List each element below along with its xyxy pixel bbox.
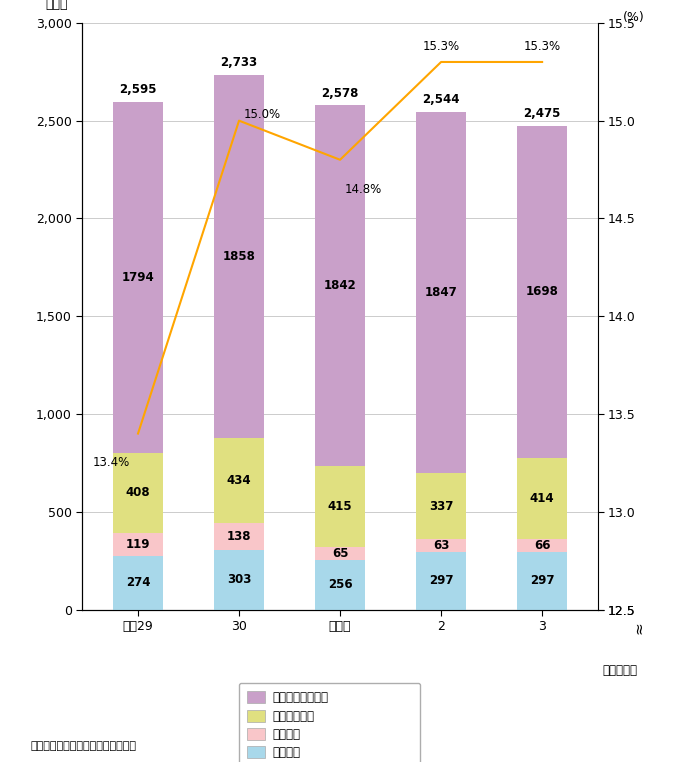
Text: 297: 297 bbox=[429, 574, 453, 587]
Bar bbox=[517, 552, 567, 610]
Bar bbox=[315, 559, 365, 610]
Bar bbox=[517, 126, 567, 458]
Bar bbox=[517, 539, 567, 552]
Bar bbox=[315, 105, 365, 466]
Text: 1847: 1847 bbox=[425, 287, 458, 299]
Bar bbox=[416, 552, 466, 610]
Text: 66: 66 bbox=[534, 539, 550, 552]
Text: 414: 414 bbox=[530, 491, 554, 504]
Bar bbox=[113, 556, 164, 610]
Text: 注　法務省・矯正統計年報による。: 注 法務省・矯正統計年報による。 bbox=[31, 741, 137, 751]
Text: 13.4%: 13.4% bbox=[93, 456, 130, 469]
Bar bbox=[113, 533, 164, 556]
Text: 1858: 1858 bbox=[223, 250, 256, 264]
Text: 274: 274 bbox=[126, 576, 150, 589]
Text: 15.3%: 15.3% bbox=[423, 40, 460, 53]
Text: 119: 119 bbox=[126, 538, 150, 551]
Bar bbox=[416, 539, 466, 552]
Text: 138: 138 bbox=[227, 530, 251, 543]
Bar bbox=[416, 112, 466, 473]
Text: 1698: 1698 bbox=[526, 285, 559, 298]
Text: 65: 65 bbox=[332, 546, 348, 559]
Bar bbox=[214, 438, 264, 523]
Y-axis label: （人）: （人） bbox=[45, 0, 68, 11]
Y-axis label: (%): (%) bbox=[623, 11, 644, 24]
Text: 63: 63 bbox=[433, 539, 449, 552]
Text: 1842: 1842 bbox=[324, 279, 357, 292]
Bar bbox=[517, 458, 567, 539]
Bar bbox=[315, 466, 365, 547]
Text: 2,578: 2,578 bbox=[322, 87, 359, 100]
Text: 2,475: 2,475 bbox=[523, 107, 561, 120]
Text: 2,595: 2,595 bbox=[120, 83, 157, 96]
Text: 15.3%: 15.3% bbox=[523, 40, 561, 53]
Text: 297: 297 bbox=[530, 574, 554, 587]
Bar bbox=[214, 550, 264, 610]
Text: 14.8%: 14.8% bbox=[345, 183, 383, 196]
Legend: その他の精神障害, 神経症性障害, 人格障害, 知的障害, 新受刑者のうち精神障害を有するものの割合: その他の精神障害, 神経症性障害, 人格障害, 知的障害, 新受刑者のうち精神障… bbox=[239, 683, 420, 762]
Text: 256: 256 bbox=[328, 578, 352, 591]
Text: 2,544: 2,544 bbox=[423, 93, 460, 106]
Bar bbox=[214, 523, 264, 550]
Text: 15.0%: 15.0% bbox=[244, 108, 281, 121]
Text: 434: 434 bbox=[227, 475, 251, 488]
Text: 1794: 1794 bbox=[122, 271, 155, 284]
Text: 337: 337 bbox=[429, 500, 453, 513]
Bar bbox=[416, 473, 466, 539]
Bar bbox=[315, 547, 365, 559]
Bar bbox=[214, 75, 264, 438]
Text: 415: 415 bbox=[328, 500, 352, 513]
Text: 年次（年）: 年次（年） bbox=[602, 664, 638, 677]
Text: 2,733: 2,733 bbox=[221, 56, 258, 69]
Bar bbox=[113, 453, 164, 533]
Bar bbox=[113, 102, 164, 453]
Text: 303: 303 bbox=[227, 574, 251, 587]
Text: 408: 408 bbox=[126, 486, 150, 499]
Text: ≈: ≈ bbox=[631, 621, 646, 634]
